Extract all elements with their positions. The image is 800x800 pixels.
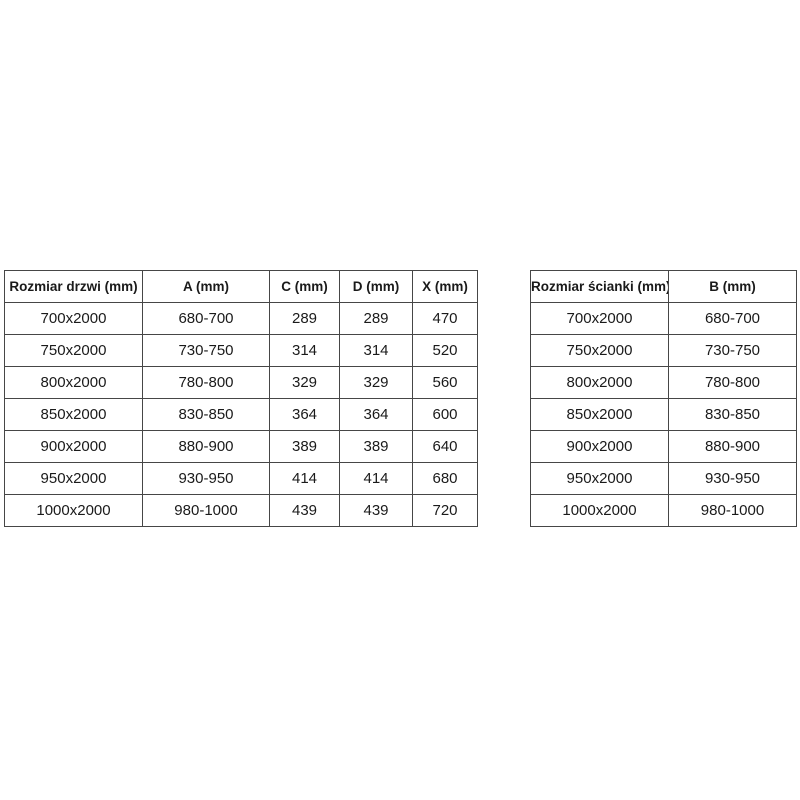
table-cell: 640 (412, 430, 478, 463)
table-cell: 980-1000 (142, 494, 270, 527)
table-cell: 850x2000 (530, 398, 669, 431)
table-cell: 780-800 (142, 366, 270, 399)
table-cell: 880-900 (142, 430, 270, 463)
column-header: X (mm) (412, 270, 478, 303)
table-cell: 314 (269, 334, 340, 367)
table-cell: 950x2000 (530, 462, 669, 495)
table-cell: 900x2000 (4, 430, 143, 463)
table-cell: 520 (412, 334, 478, 367)
header-row: Rozmiar drzwi (mm) A (mm) C (mm) D (mm) X (m… (4, 270, 478, 303)
column-header: D (mm) (339, 270, 413, 303)
table-row: 750x2000 730-750 314 314 520 (4, 334, 478, 367)
table-cell: 364 (339, 398, 413, 431)
table-cell: 680-700 (142, 302, 270, 335)
table-cell: 314 (339, 334, 413, 367)
table-cell: 439 (339, 494, 413, 527)
table-cell: 880-900 (668, 430, 797, 463)
table-row: 800x2000 780-800 (530, 366, 797, 399)
table-cell: 850x2000 (4, 398, 143, 431)
table-cell: 1000x2000 (530, 494, 669, 527)
table-row: 950x2000 930-950 414 414 680 (4, 462, 478, 495)
table-cell: 930-950 (142, 462, 270, 495)
table-cell: 289 (339, 302, 413, 335)
table-cell: 389 (339, 430, 413, 463)
table-row: 800x2000 780-800 329 329 560 (4, 366, 478, 399)
table-cell: 289 (269, 302, 340, 335)
table-row: 1000x2000 980-1000 (530, 494, 797, 527)
table-cell: 414 (269, 462, 340, 495)
table-row: 900x2000 880-900 (530, 430, 797, 463)
table-cell: 730-750 (142, 334, 270, 367)
table-cell: 680 (412, 462, 478, 495)
table-cell: 750x2000 (530, 334, 669, 367)
table-cell: 800x2000 (4, 366, 143, 399)
wall-dimensions-table: Rozmiar ścianki (mm) B (mm) 700x2000 680-70… (530, 270, 797, 527)
table-cell: 830-850 (142, 398, 270, 431)
table-cell: 930-950 (668, 462, 797, 495)
table-cell: 750x2000 (4, 334, 143, 367)
table-cell: 680-700 (668, 302, 797, 335)
table-cell: 730-750 (668, 334, 797, 367)
table-cell: 720 (412, 494, 478, 527)
table-cell: 700x2000 (4, 302, 143, 335)
table-row: 850x2000 830-850 364 364 600 (4, 398, 478, 431)
table-row: 950x2000 930-950 (530, 462, 797, 495)
table-cell: 560 (412, 366, 478, 399)
table-cell: 780-800 (668, 366, 797, 399)
table-cell: 700x2000 (530, 302, 669, 335)
table-cell: 364 (269, 398, 340, 431)
table-row: 700x2000 680-700 289 289 470 (4, 302, 478, 335)
table-cell: 830-850 (668, 398, 797, 431)
table-cell: 900x2000 (530, 430, 669, 463)
column-header: B (mm) (668, 270, 797, 303)
table-cell: 329 (339, 366, 413, 399)
door-dimensions-table: Rozmiar drzwi (mm) A (mm) C (mm) D (mm) X (m… (4, 270, 478, 527)
table-row: 1000x2000 980-1000 439 439 720 (4, 494, 478, 527)
table-cell: 414 (339, 462, 413, 495)
column-header: C (mm) (269, 270, 340, 303)
header-row: Rozmiar ścianki (mm) B (mm) (530, 270, 797, 303)
table-cell: 389 (269, 430, 340, 463)
table-row: 700x2000 680-700 (530, 302, 797, 335)
table-cell: 329 (269, 366, 340, 399)
table-cell: 980-1000 (668, 494, 797, 527)
table-cell: 470 (412, 302, 478, 335)
table-cell: 600 (412, 398, 478, 431)
column-header: A (mm) (142, 270, 270, 303)
table-row: 750x2000 730-750 (530, 334, 797, 367)
column-header: Rozmiar drzwi (mm) (4, 270, 143, 303)
table-cell: 1000x2000 (4, 494, 143, 527)
table-cell: 950x2000 (4, 462, 143, 495)
table-row: 900x2000 880-900 389 389 640 (4, 430, 478, 463)
column-header: Rozmiar ścianki (mm) (530, 270, 669, 303)
table-cell: 439 (269, 494, 340, 527)
table-cell: 800x2000 (530, 366, 669, 399)
table-row: 850x2000 830-850 (530, 398, 797, 431)
